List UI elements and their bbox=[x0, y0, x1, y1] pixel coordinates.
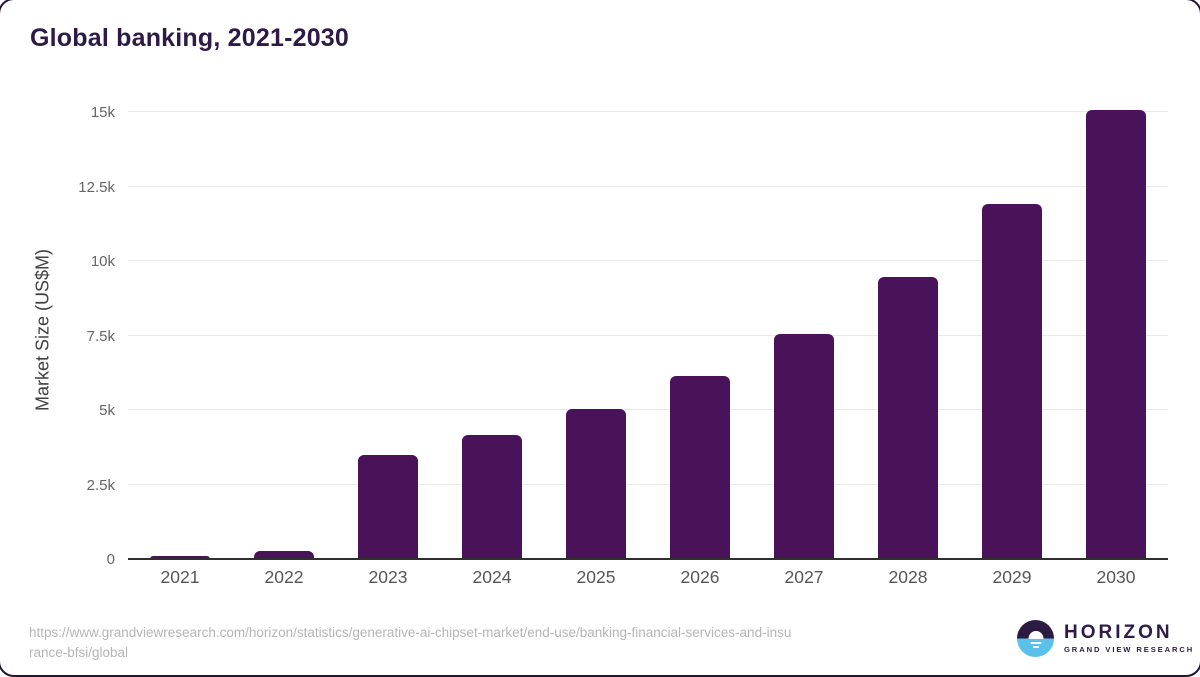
bar-2024 bbox=[462, 435, 522, 559]
x-tick-label: 2029 bbox=[992, 567, 1032, 587]
sun-reflection-line bbox=[1032, 646, 1039, 648]
x-tick-label: 2021 bbox=[160, 567, 200, 587]
bar-2023 bbox=[358, 455, 418, 559]
bar-slot bbox=[960, 99, 1064, 559]
gridline bbox=[128, 260, 1168, 261]
bar-2022 bbox=[254, 550, 314, 559]
x-tick-label: 2026 bbox=[680, 567, 720, 587]
x-tick-label: 2022 bbox=[264, 567, 304, 587]
x-tick-label: 2027 bbox=[784, 567, 824, 587]
bar-slot bbox=[336, 99, 440, 559]
bar-slot bbox=[128, 99, 232, 559]
horizon-logo-icon bbox=[1017, 620, 1054, 657]
bar-slot bbox=[856, 99, 960, 559]
bar-slot bbox=[1064, 99, 1168, 559]
x-tick-label: 2023 bbox=[368, 567, 408, 587]
y-tick-label: 15k bbox=[90, 104, 115, 121]
bar-2026 bbox=[670, 375, 730, 559]
bar-slot bbox=[544, 99, 648, 559]
bar-2028 bbox=[878, 276, 938, 559]
bar-series bbox=[128, 99, 1168, 559]
y-tick-label: 0 bbox=[106, 551, 115, 568]
bar-slot bbox=[440, 99, 544, 559]
y-axis-title: Market Size (US$M) bbox=[32, 248, 53, 412]
plot-area: 0 2.5k 5k 7.5k 10k 12.5k 15k bbox=[78, 99, 1168, 568]
bar-2025 bbox=[566, 408, 626, 559]
chart-title: Global banking, 2021-2030 bbox=[30, 24, 350, 52]
x-axis-labels: 2021 2022 2023 2024 2025 2026 2027 2028 2029 2030 bbox=[128, 567, 1168, 588]
brand-name: HORIZON bbox=[1064, 622, 1173, 643]
y-tick-label: 5k bbox=[99, 402, 115, 419]
y-tick-label: 12.5k bbox=[78, 178, 115, 196]
brand-subtitle: GRAND VIEW RESEARCH bbox=[1064, 645, 1195, 654]
bar-slot bbox=[752, 99, 856, 559]
bar-2027 bbox=[774, 333, 834, 559]
bar-slot bbox=[648, 99, 752, 559]
sun-icon bbox=[1028, 630, 1043, 639]
y-tick-label: 7.5k bbox=[86, 327, 115, 345]
brand-text: HORIZON GRAND VIEW RESEARCH bbox=[1064, 622, 1195, 655]
gridline bbox=[128, 409, 1168, 410]
source-url-line-1: https://www.grandviewresearch.com/horizo… bbox=[29, 625, 792, 640]
bar-2030 bbox=[1086, 109, 1146, 559]
sun-reflection-line bbox=[1030, 642, 1041, 644]
x-tick-label: 2030 bbox=[1096, 567, 1136, 587]
source-url-line-2: rance-bfsi/global bbox=[29, 645, 129, 660]
gridline bbox=[128, 111, 1168, 112]
horizon-brand: HORIZON GRAND VIEW RESEARCH bbox=[1017, 620, 1194, 657]
bar-slot bbox=[232, 99, 336, 559]
x-tick-label: 2024 bbox=[472, 567, 512, 587]
gridline bbox=[128, 185, 1168, 187]
x-tick-label: 2025 bbox=[576, 567, 616, 587]
source-url: https://www.grandviewresearch.com/horizo… bbox=[29, 623, 949, 663]
gridline bbox=[128, 483, 1168, 485]
x-axis-line bbox=[128, 558, 1168, 560]
bar-2021 bbox=[150, 556, 210, 559]
y-tick-label: 10k bbox=[90, 253, 115, 270]
gridline bbox=[128, 334, 1168, 336]
y-tick-label: 2.5k bbox=[86, 476, 115, 494]
bar-2029 bbox=[982, 204, 1042, 559]
x-tick-label: 2028 bbox=[888, 567, 928, 587]
